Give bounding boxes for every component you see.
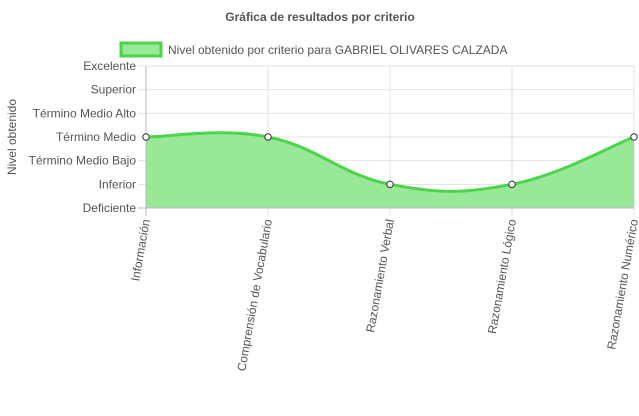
series-fill xyxy=(146,132,634,208)
y-tick-label: Deficiente xyxy=(83,201,137,215)
data-points xyxy=(142,133,638,189)
y-tick-labels: Deficiente Inferior Término Medio Bajo Térm… xyxy=(29,59,137,215)
legend[interactable]: Nivel obtenido por criterio para GABRIEL… xyxy=(119,41,507,58)
data-point[interactable] xyxy=(508,180,516,189)
x-tick-labels: Información Comprensión de Vocabulario Raz… xyxy=(128,218,639,373)
y-tick-label: Término Medio Bajo xyxy=(29,154,137,168)
y-tick-label: Superior xyxy=(91,83,136,97)
data-point[interactable] xyxy=(386,180,394,189)
x-tick-label: Información xyxy=(128,218,153,282)
legend-swatch xyxy=(119,41,163,58)
y-tick-label: Excelente xyxy=(83,59,136,73)
chart-title: Gráfica de resultados por criterio xyxy=(225,10,414,24)
data-point[interactable] xyxy=(264,133,272,141)
data-point[interactable] xyxy=(630,133,638,141)
y-tick-label: Término Medio xyxy=(56,130,136,144)
data-point[interactable] xyxy=(142,133,150,141)
y-tick-label: Inferior xyxy=(99,177,136,191)
x-tick-label: Razonamiento Lógico xyxy=(485,218,519,335)
x-tick-label: Razonamiento Verbal xyxy=(363,218,397,333)
x-tick-label: Comprensión de Vocabulario xyxy=(234,218,275,373)
y-axis-title: Nivel obtenido xyxy=(5,99,19,175)
y-tick-label: Término Medio Alto xyxy=(33,106,137,120)
legend-label: Nivel obtenido por criterio para GABRIEL… xyxy=(168,43,507,57)
x-tick-label: Razonamiento Numérico xyxy=(604,218,639,351)
